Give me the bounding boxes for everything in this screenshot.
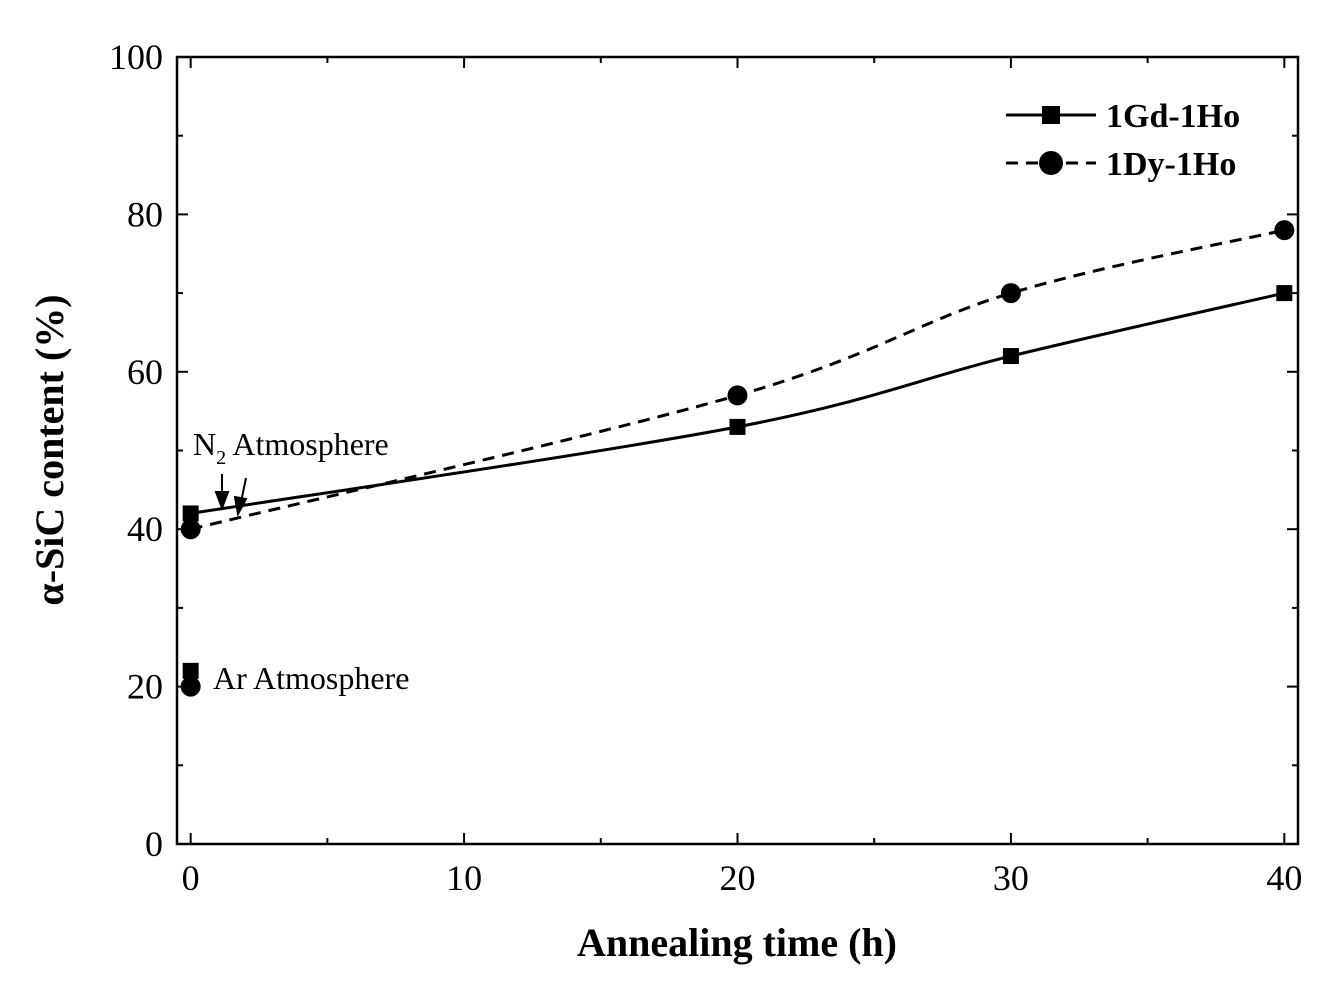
point-1Dy-1Ho-20 [727,385,748,406]
annotation-n2-atmosphere: N2 Atmosphere [193,426,389,469]
legend: 1Gd-1Ho 1Dy-1Ho [1006,98,1240,183]
legend-label-1Gd-1Ho: 1Gd-1Ho [1106,98,1240,135]
annotation-arrows [214,474,248,518]
x-tick-label-0: 0 [182,858,200,898]
annotation-n2-rest: Atmosphere [226,426,389,462]
x-tick-label-40: 40 [1266,858,1302,898]
legend-marker-1Dy-1Ho [1039,151,1063,175]
y-tick-label-100: 100 [109,37,163,77]
annotation-n2-sub: 2 [216,447,226,469]
point-1Gd-1Ho-20 [729,418,746,435]
point-1Gd-1Ho-0 [182,505,199,522]
point-1Gd-1Ho-ar-0 [182,662,199,679]
x-axis-title: Annealing time (h) [577,920,897,965]
x-tick-label-10: 10 [446,858,482,898]
legend-label-1Dy-1Ho: 1Dy-1Ho [1106,146,1236,183]
point-1Gd-1Ho-30 [1002,348,1019,365]
y-tick-label-20: 20 [127,667,163,707]
series-markers [180,220,1295,697]
series-line-1Gd-1Ho [190,291,1285,515]
y-axis-title: α-SiC content (%) [27,294,72,605]
annotation-n2-main: N [193,426,216,462]
y-tick-label-60: 60 [127,352,163,392]
arrow-1-head [214,491,230,511]
series-line-1Dy-1Ho [190,228,1285,531]
point-1Gd-1Ho-40 [1276,285,1293,302]
y-tick-label-80: 80 [127,194,163,234]
arrow-2-head [233,495,248,518]
legend-marker-1Gd-1Ho [1042,106,1060,124]
y-tick-label-40: 40 [127,509,163,549]
x-tick-label-20: 20 [720,858,756,898]
annotation-ar-atmosphere: Ar Atmosphere [213,660,409,696]
point-1Dy-1Ho-ar-0 [180,676,201,697]
point-1Dy-1Ho-0 [180,519,201,540]
point-1Dy-1Ho-40 [1274,220,1295,241]
axis-ticks [177,56,1298,845]
y-tick-label-0: 0 [145,824,163,864]
series-curves [190,228,1285,531]
tick-labels: 0 10 20 30 40 0 20 40 60 80 100 [109,37,1302,898]
x-tick-label-30: 30 [993,858,1029,898]
point-1Dy-1Ho-30 [1000,283,1021,304]
